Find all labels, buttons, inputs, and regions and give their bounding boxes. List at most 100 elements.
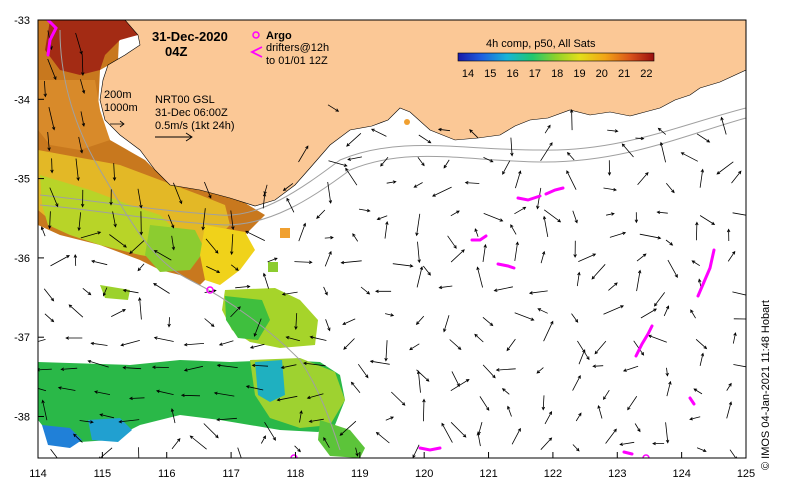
current-vector xyxy=(327,181,333,204)
x-tick-label: 118 xyxy=(287,468,305,480)
y-tick-label: -34 xyxy=(14,94,30,106)
current-vector xyxy=(482,243,487,262)
current-vector xyxy=(237,447,242,458)
current-vector xyxy=(716,161,734,175)
current-vector xyxy=(639,233,662,240)
current-vector xyxy=(696,447,707,452)
current-vector xyxy=(695,221,699,241)
y-tick-label: -37 xyxy=(14,332,30,344)
current-vector xyxy=(276,395,298,402)
current-vector xyxy=(171,235,176,251)
current-vector xyxy=(619,441,635,446)
current-vector xyxy=(573,240,577,258)
vector-scale-arrow xyxy=(155,132,193,142)
current-vector xyxy=(343,338,355,350)
current-vector xyxy=(653,292,666,307)
current-vector xyxy=(298,145,309,163)
current-vector xyxy=(422,398,426,422)
colorbar-title: 4h comp, p50, All Sats xyxy=(486,38,596,50)
current-vector xyxy=(540,142,553,162)
current-vector xyxy=(94,390,111,395)
current-vector xyxy=(608,282,618,291)
current-vector xyxy=(48,211,52,230)
current-vector xyxy=(294,313,298,330)
current-vector xyxy=(260,435,266,444)
current-vector xyxy=(47,58,57,81)
current-vector xyxy=(510,224,517,235)
x-tick-label: 116 xyxy=(158,468,176,480)
current-vector xyxy=(511,427,521,445)
current-vector xyxy=(514,241,519,261)
current-vector xyxy=(514,312,535,321)
current-vector xyxy=(450,249,465,263)
current-vector xyxy=(249,343,265,349)
current-vector xyxy=(91,259,108,266)
current-vector xyxy=(413,182,423,188)
current-vector xyxy=(415,315,425,325)
current-vector xyxy=(732,212,746,217)
current-vector xyxy=(501,388,510,395)
current-vector xyxy=(451,371,460,387)
current-vector xyxy=(416,370,421,393)
current-vector xyxy=(65,336,83,340)
y-tick-label: -38 xyxy=(14,412,30,424)
current-vector xyxy=(102,287,108,297)
current-vector xyxy=(577,340,590,361)
current-vector xyxy=(666,380,672,397)
current-vector xyxy=(264,421,276,441)
colorbar-tick-label: 20 xyxy=(596,68,608,80)
current-vector xyxy=(216,363,238,368)
current-vector xyxy=(665,182,675,194)
current-vector xyxy=(663,305,670,317)
current-vector xyxy=(607,160,612,176)
drifter-legend-icon xyxy=(249,46,263,58)
current-vector xyxy=(306,393,324,400)
current-vector xyxy=(204,289,217,293)
current-vector xyxy=(371,128,387,137)
current-vector xyxy=(667,259,678,278)
credit-text: © IMOS 04-Jan-2021 11:48 Hobart xyxy=(760,300,772,470)
current-vector xyxy=(375,431,390,444)
current-vector xyxy=(696,133,711,143)
current-vector xyxy=(230,306,241,318)
colorbar-tick-label: 21 xyxy=(618,68,630,80)
current-vector xyxy=(327,104,340,112)
current-vector xyxy=(328,160,348,167)
current-vector xyxy=(80,231,102,239)
current-vector xyxy=(541,395,546,411)
current-vector xyxy=(280,364,297,369)
current-vector xyxy=(180,393,201,398)
current-vector xyxy=(540,437,553,450)
colorbar-tick-label: 15 xyxy=(484,68,496,80)
current-vector xyxy=(347,156,362,161)
current-vector xyxy=(350,381,361,394)
current-vector xyxy=(111,309,126,317)
isobaths xyxy=(39,29,746,451)
current-vector xyxy=(324,235,334,240)
current-vector xyxy=(622,365,639,372)
current-vector xyxy=(204,181,212,199)
x-tick-label: 119 xyxy=(351,468,369,480)
current-vector xyxy=(87,360,109,368)
current-vector xyxy=(357,363,369,379)
current-vector xyxy=(167,317,171,328)
current-vector xyxy=(652,441,665,446)
y-axis: -33 -34 -35 -36 -37 -38 xyxy=(14,15,44,424)
current-vector xyxy=(572,444,580,452)
current-vector xyxy=(253,318,262,337)
current-vector xyxy=(75,158,80,182)
current-vector xyxy=(450,210,460,217)
colorbar-tick-label: 16 xyxy=(506,68,518,80)
colorbar-tick-label: 18 xyxy=(551,68,563,80)
current-vector xyxy=(358,208,371,213)
current-vector xyxy=(665,422,670,444)
current-vector xyxy=(294,445,301,453)
current-vector xyxy=(355,447,359,457)
current-vector xyxy=(572,210,578,224)
current-vector xyxy=(40,226,46,237)
current-vector xyxy=(418,134,432,144)
current-vector xyxy=(262,272,269,289)
current-vector xyxy=(605,428,617,444)
current-vector xyxy=(656,210,668,215)
